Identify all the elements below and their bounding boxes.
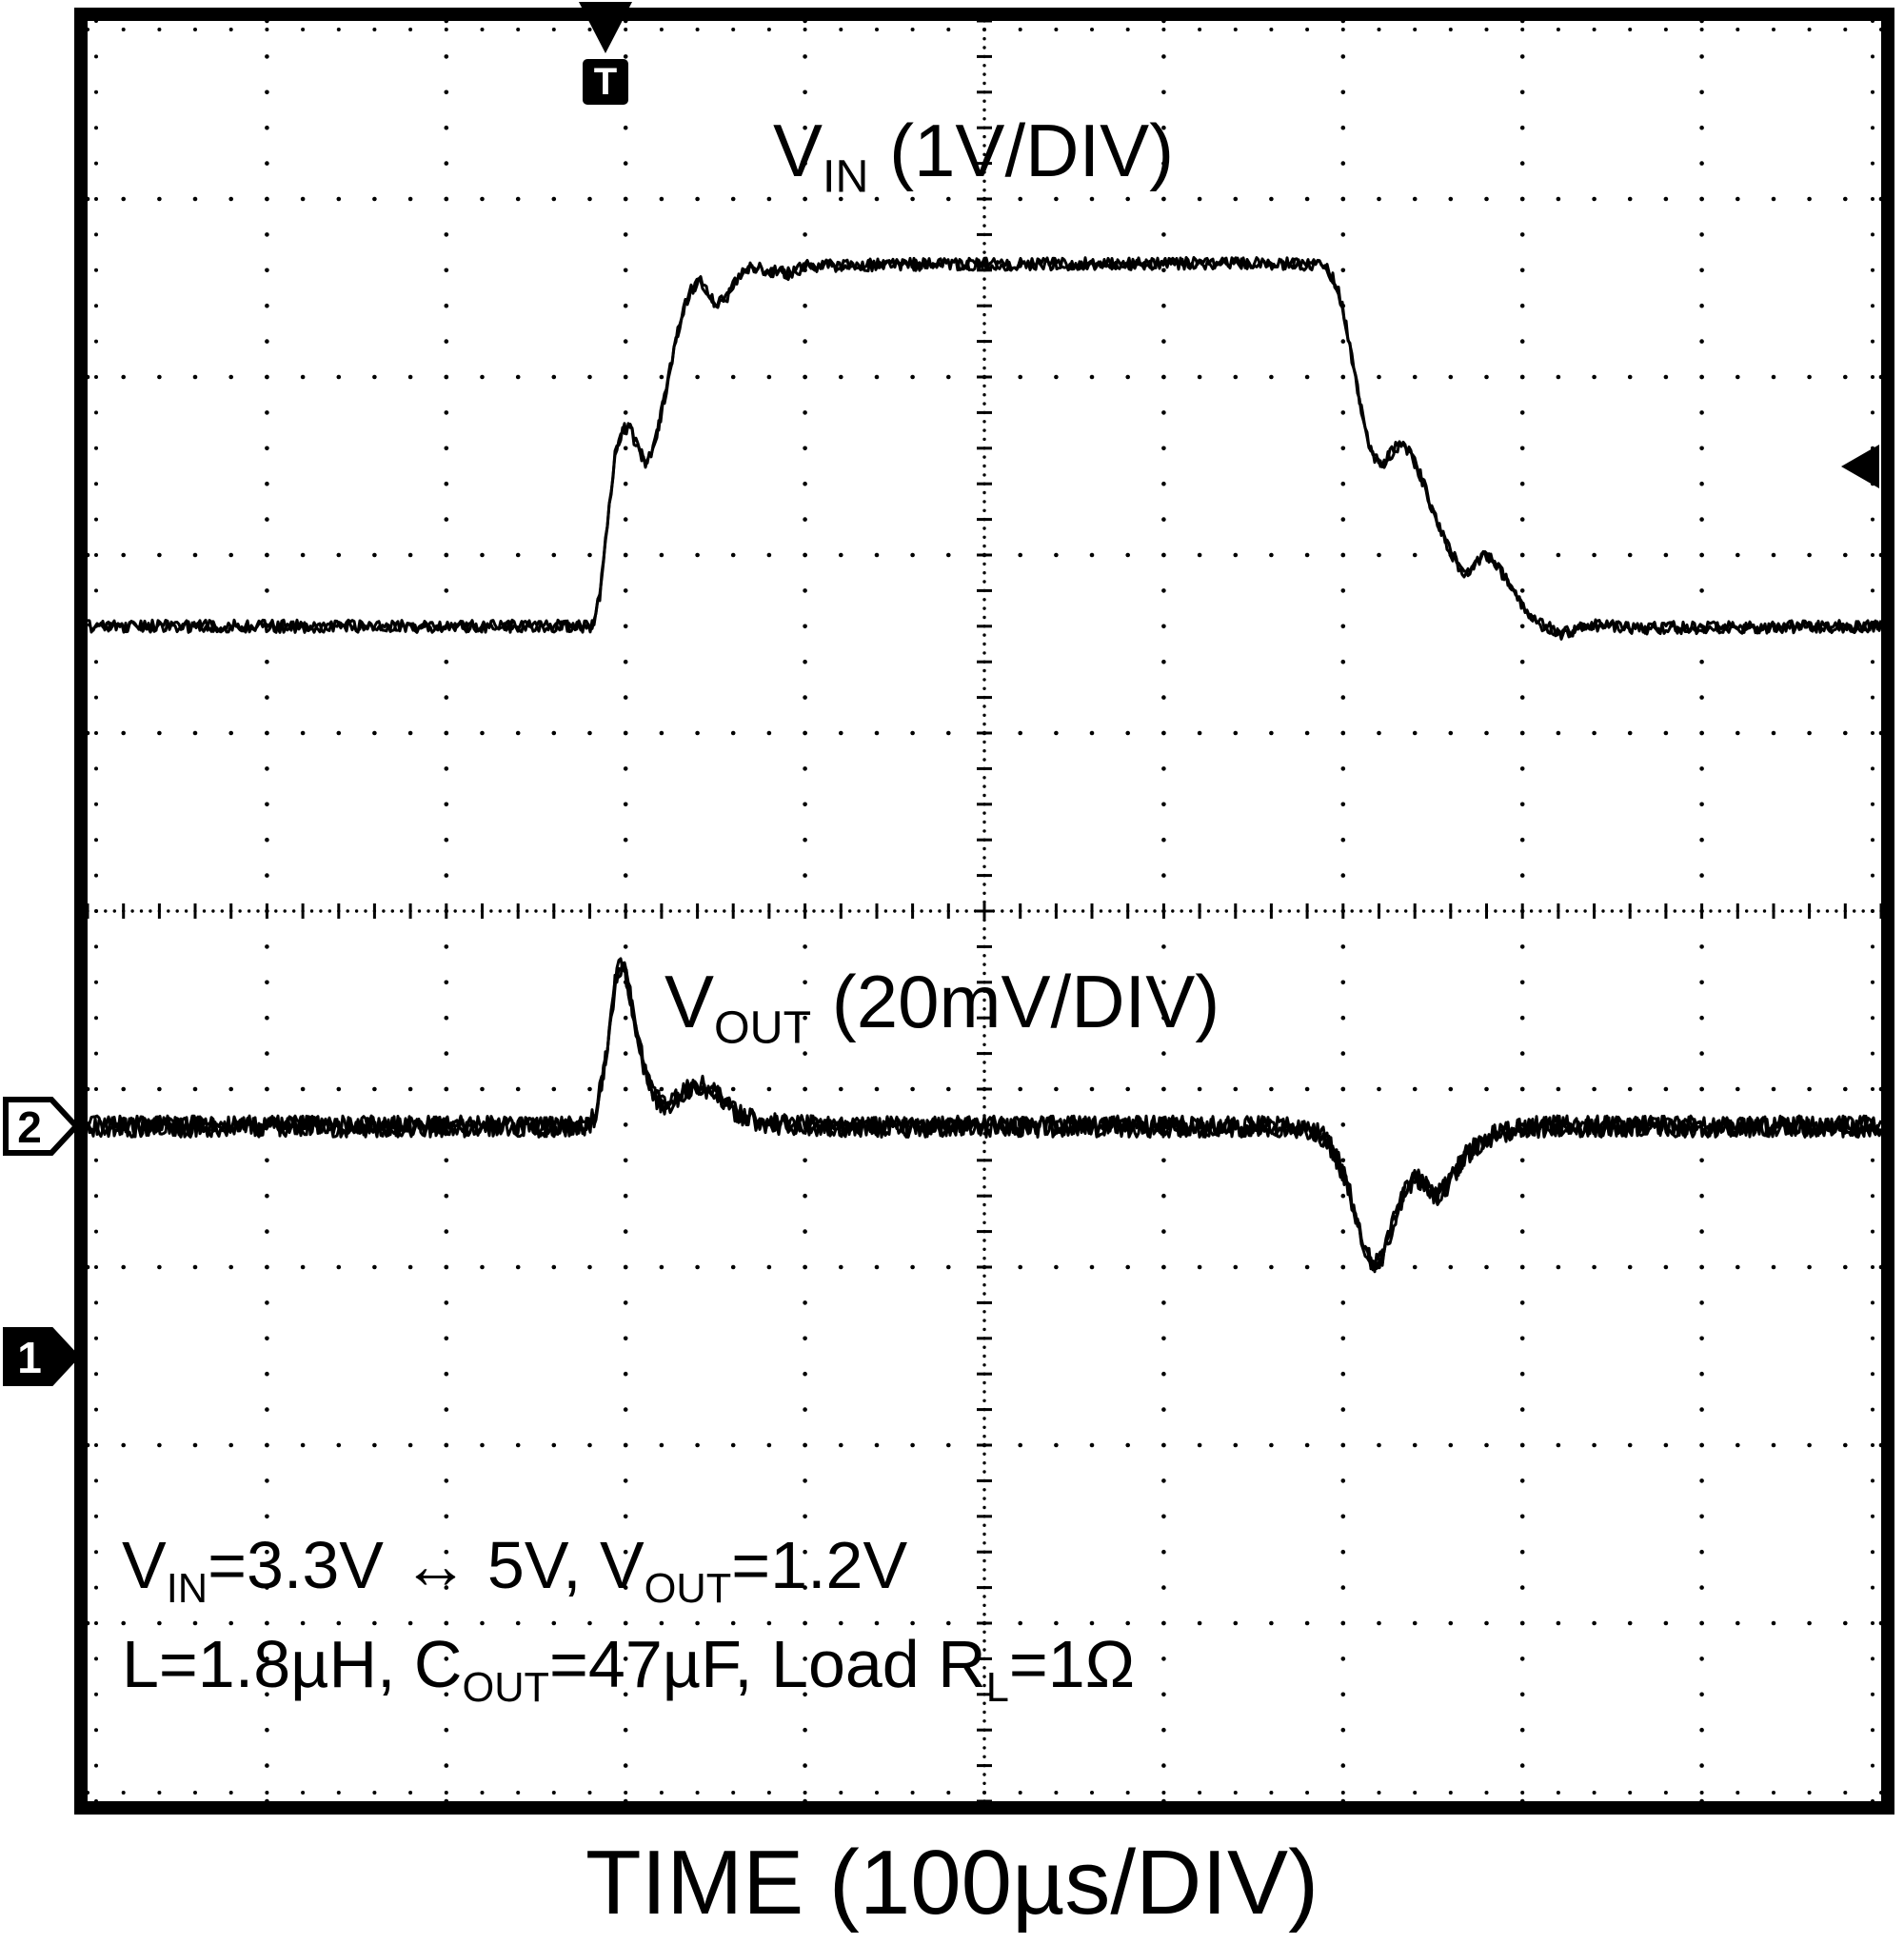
vin-trace-label: VIN (1V/DIV) bbox=[773, 109, 1175, 203]
vout-waveform bbox=[86, 957, 1883, 1274]
conditions-2-part: =1Ω bbox=[1008, 1627, 1136, 1701]
conditions-1-part: =3.3V ↔ 5V, V bbox=[208, 1528, 645, 1602]
channel-1-marker bbox=[3, 1327, 81, 1386]
conditions-1-sub: OUT bbox=[644, 1566, 732, 1612]
vout-trace-label: VOUT (20mV/DIV) bbox=[664, 960, 1220, 1054]
conditions-line-1: VIN=3.3V ↔ 5V, VOUT=1.2V bbox=[122, 1528, 908, 1612]
graticule bbox=[85, 18, 1884, 1804]
trigger-marker-box bbox=[583, 59, 628, 105]
vin-label-symbol: V bbox=[773, 109, 823, 192]
vin-waveform bbox=[87, 256, 1883, 641]
conditions-1-part: V bbox=[122, 1528, 167, 1602]
trigger-level-arrow-icon bbox=[1841, 445, 1879, 488]
time-axis-label: TIME (100µs/DIV) bbox=[585, 1832, 1319, 1934]
vout-label-scale: (20mV/DIV) bbox=[811, 960, 1220, 1043]
conditions-2-sub: OUT bbox=[462, 1665, 550, 1711]
conditions-2-sub: L bbox=[985, 1665, 1009, 1711]
trigger-position-icon bbox=[579, 2, 632, 53]
channel-1-marker-label: 1 bbox=[17, 1333, 42, 1382]
vout-label-symbol: V bbox=[664, 960, 715, 1043]
vout-label-subscript: OUT bbox=[714, 1002, 812, 1054]
vin-label-scale: (1V/DIV) bbox=[868, 109, 1175, 192]
conditions-2-part: L=1.8µH, C bbox=[122, 1627, 463, 1701]
channel-2-marker-label: 2 bbox=[17, 1102, 42, 1152]
scope-border bbox=[74, 8, 1894, 1815]
conditions-1-part: =1.2V bbox=[731, 1528, 908, 1602]
channel-2-marker bbox=[3, 1097, 81, 1156]
conditions-2-part: =47µF, Load R bbox=[549, 1627, 986, 1701]
trigger-marker-label: T bbox=[594, 61, 617, 103]
scope-markers: T 2 1 bbox=[3, 2, 1879, 1386]
vin-label-subscript: IN bbox=[823, 150, 869, 203]
conditions-line-2: L=1.8µH, COUT=47µF, Load RL=1Ω bbox=[122, 1627, 1136, 1711]
conditions-1-sub: IN bbox=[166, 1566, 208, 1612]
